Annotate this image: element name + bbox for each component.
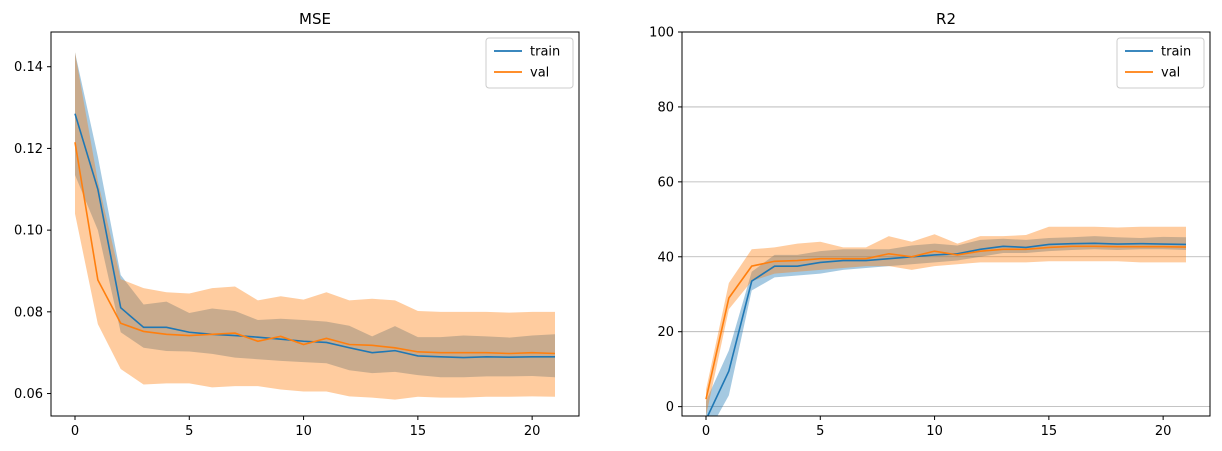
y-tick-label: 100 [649,26,674,41]
plot-area [705,226,1187,416]
mse-panel: 0 5 10 15 20 0.06 0.08 0.10 0.12 0.14 MSE train val [14,10,580,439]
legend: train val [1116,37,1205,89]
y-tick-label: 0.06 [14,387,43,402]
series-line-val [74,142,556,355]
x-tick-label: 5 [816,424,824,439]
legend-label-val: val [530,66,549,81]
band-val [706,226,1186,416]
series-line-val [705,245,1187,400]
legend-label-train: train [530,45,560,60]
x-tick-label: 10 [926,424,943,439]
legend-label-val: val [1161,66,1180,81]
y-tick-label: 0.10 [14,224,43,239]
band-val [75,52,555,400]
y-tick-label: 0.14 [14,60,43,75]
chart-title: R2 [936,10,956,28]
x-tick-label: 20 [1155,424,1172,439]
legend-label-train: train [1161,45,1191,60]
y-tick-label: 80 [657,100,674,115]
plot-area [74,52,556,400]
x-tick-label: 0 [71,424,79,439]
legend: train val [485,37,574,89]
y-tick-label: 20 [657,325,674,340]
r2-panel: 0 5 10 15 20 0 20 40 60 80 100 R2 train val [649,10,1211,439]
x-tick-label: 15 [1041,424,1058,439]
axes-frame [681,31,1211,417]
y-tick-label: 0.12 [14,142,43,157]
axes-frame [50,31,580,417]
x-tick-label: 15 [410,424,427,439]
band-train [75,52,555,378]
chart-title: MSE [299,10,331,28]
y-tick-label: 40 [657,250,674,265]
y-tick-label: 60 [657,175,674,190]
x-tick-label: 0 [702,424,710,439]
y-tick-label: 0.08 [14,305,43,320]
series-line-train [706,242,1187,416]
y-tick-label: 0 [666,400,674,415]
x-tick-label: 10 [295,424,312,439]
x-tick-label: 5 [185,424,193,439]
x-tick-label: 20 [524,424,541,439]
